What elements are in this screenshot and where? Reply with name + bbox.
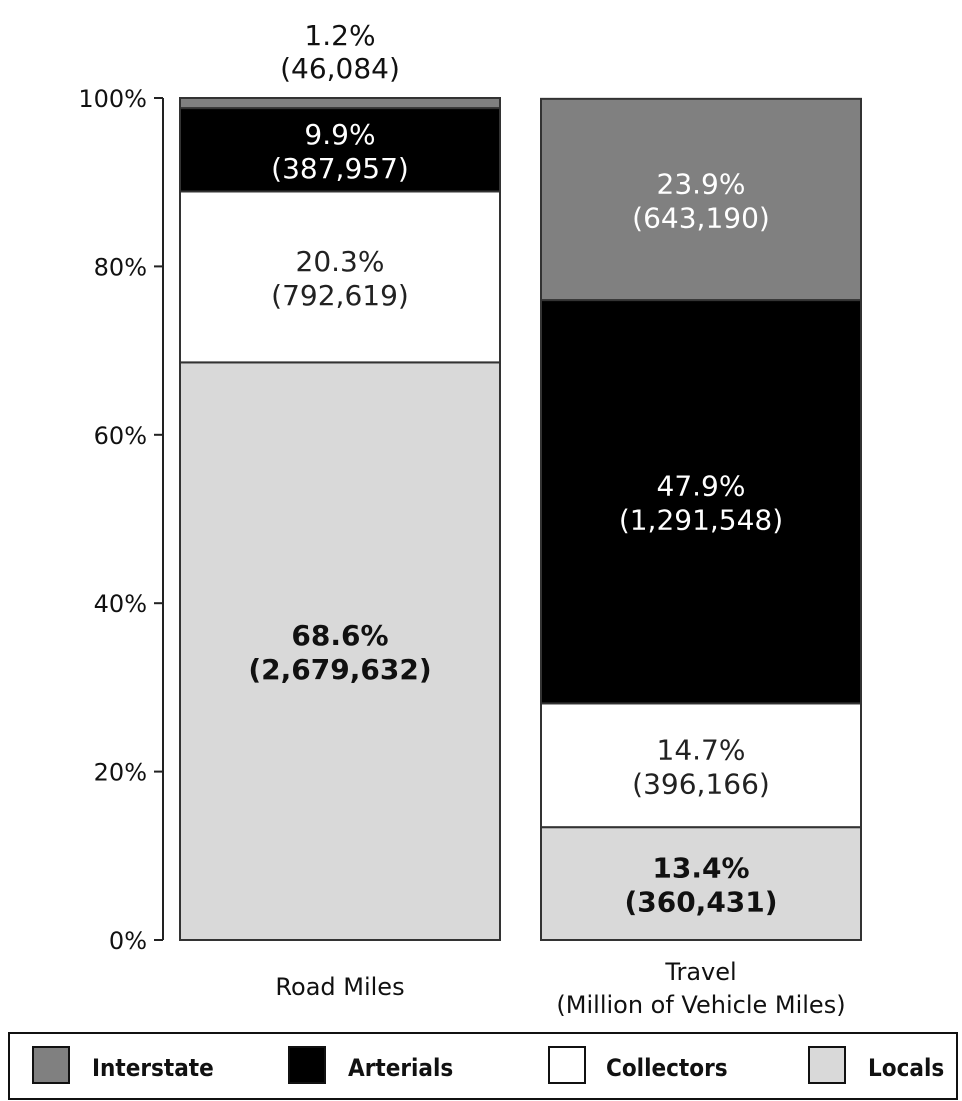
segment-pct-label-travel-collectors: 14.7% — [657, 733, 746, 766]
segment-labels: 68.6%(2,679,632) 20.3%(792,619) 9.9%(387,9… — [248, 19, 783, 919]
legend-label-collectors: Collectors — [606, 1054, 728, 1082]
segment-count-label-road-locals: (2,679,632) — [248, 653, 431, 686]
segment-pct-label-road-collectors: 20.3% — [296, 245, 385, 278]
y-axis: 0% 20% 40% 60% 80% 100% — [78, 85, 164, 955]
segment-count-label-travel-collectors: (396,166) — [632, 767, 770, 800]
legend-swatch-locals — [808, 1046, 846, 1084]
bar-segment-travel-locals — [540, 826, 862, 941]
legend-swatch-collectors — [548, 1046, 586, 1084]
y-tick-label: 100% — [78, 85, 147, 113]
bars — [179, 97, 862, 941]
bar-segment-road-arterials — [179, 107, 501, 193]
y-tick-label: 80% — [94, 253, 147, 281]
segment-pct-label-travel-arterials: 47.9% — [657, 470, 746, 503]
legend-label-locals: Locals — [868, 1054, 944, 1082]
segment-count-label-road-collectors: (792,619) — [271, 279, 409, 312]
category-label-travel: Travel — [664, 958, 736, 986]
category-label-road: Road Miles — [275, 973, 404, 1001]
segment-pct-label-road-locals: 68.6% — [291, 619, 388, 652]
legend-label-arterials: Arterials — [348, 1054, 453, 1082]
bar-segment-travel-collectors — [540, 702, 862, 829]
segment-count-label-travel-interstate: (643,190) — [632, 201, 770, 234]
y-tick-label: 40% — [94, 590, 147, 618]
segment-pct-label-road-interstate: 1.2% — [304, 19, 375, 52]
bar-segment-road-locals — [179, 361, 501, 941]
bar-segment-road-interstate — [179, 97, 501, 110]
y-tick-label: 20% — [94, 759, 147, 787]
legend-swatch-interstate — [32, 1046, 70, 1084]
segment-pct-label-travel-interstate: 23.9% — [657, 167, 746, 200]
segment-pct-label-road-arterials: 9.9% — [304, 118, 375, 151]
segment-count-label-road-interstate: (46,084) — [280, 52, 400, 85]
segment-count-label-travel-arterials: (1,291,548) — [619, 504, 783, 537]
bar-segment-travel-arterials — [540, 299, 862, 705]
segment-count-label-travel-locals: (360,431) — [624, 886, 777, 919]
legend-swatch-arterials — [288, 1046, 326, 1084]
category-label-travel: (Million of Vehicle Miles) — [556, 991, 845, 1019]
y-tick-label: 60% — [94, 422, 147, 450]
segment-pct-label-travel-locals: 13.4% — [652, 852, 749, 885]
y-tick-label: 0% — [109, 927, 147, 955]
bar-segment-road-collectors — [179, 190, 501, 364]
legend: Interstate Arterials Collectors Locals — [8, 1032, 958, 1100]
bar-segment-travel-interstate — [540, 97, 862, 302]
category-labels: Road Miles Travel (Million of Vehicle Mile… — [275, 958, 845, 1019]
segment-count-label-road-arterials: (387,957) — [271, 152, 409, 185]
legend-box — [8, 1032, 958, 1100]
legend-label-interstate: Interstate — [92, 1054, 214, 1082]
